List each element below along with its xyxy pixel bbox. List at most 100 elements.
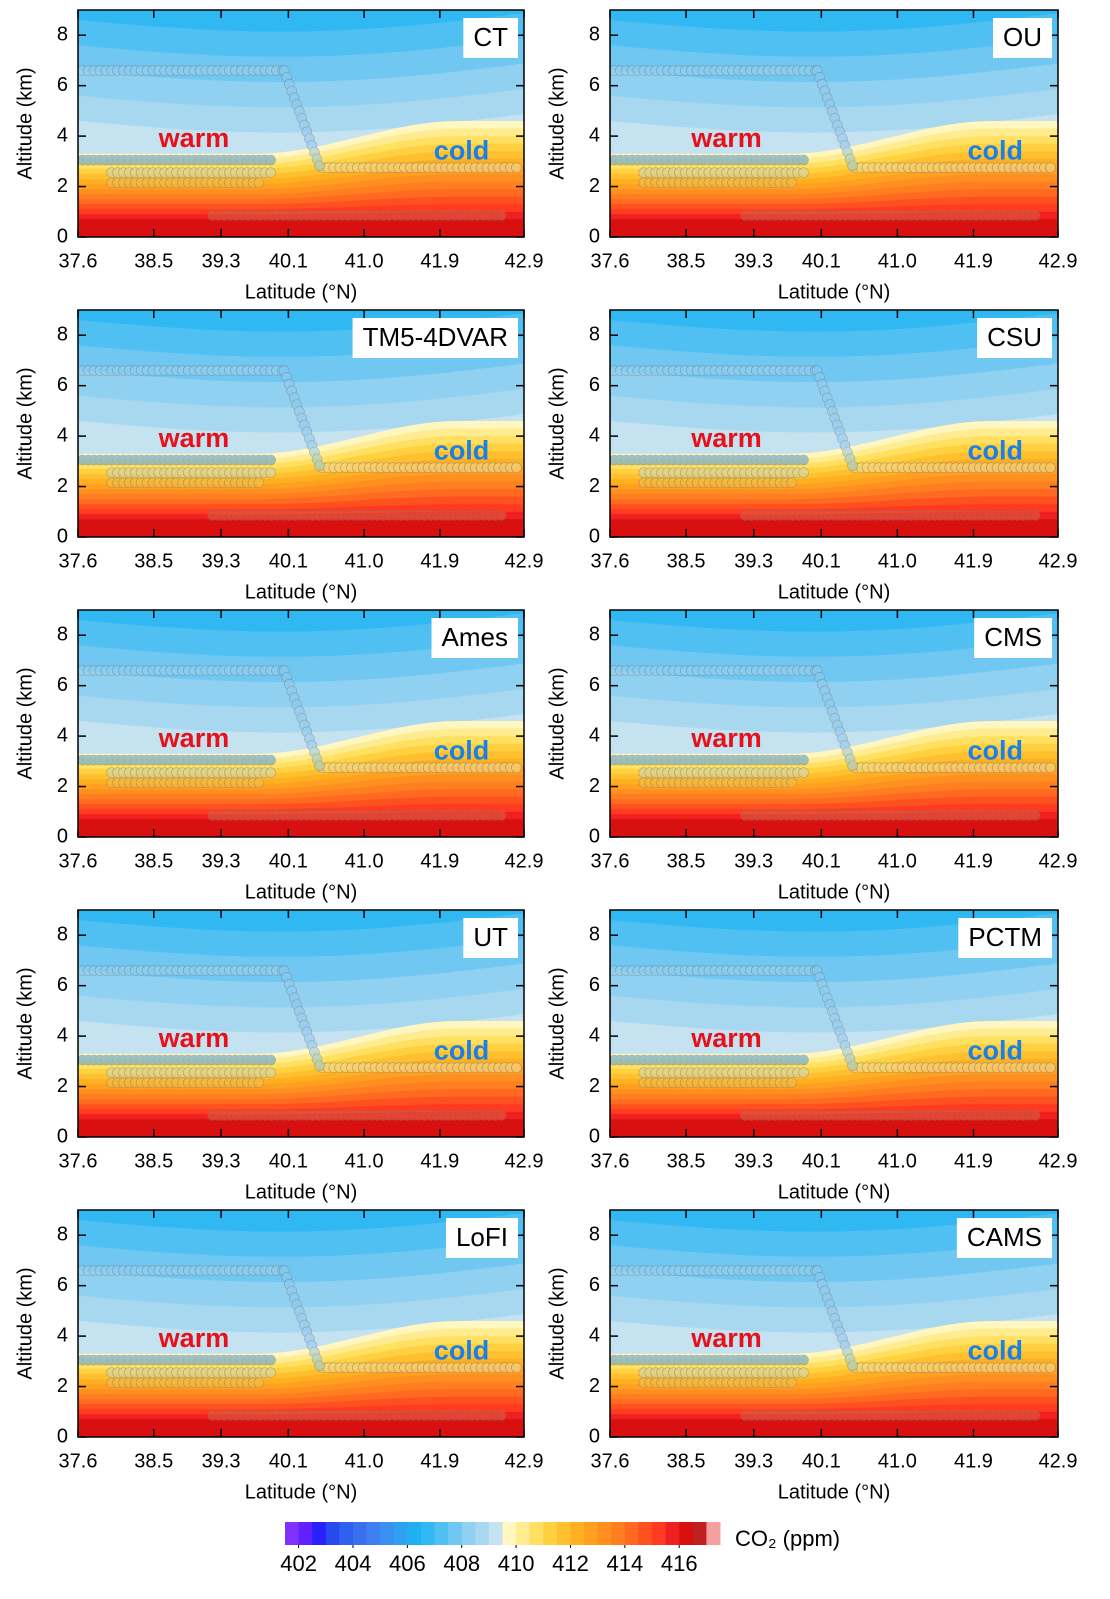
x-tick-label: 40.1 xyxy=(802,850,841,872)
y-tick-label: 8 xyxy=(57,324,68,346)
panel-title-box xyxy=(958,918,1052,958)
annotation-cold: cold xyxy=(434,1336,490,1366)
flight-track xyxy=(610,65,1056,221)
y-tick-label: 8 xyxy=(57,624,68,646)
annotation-warm: warm xyxy=(158,1023,230,1053)
colorbar-swatch xyxy=(652,1522,667,1545)
y-axis-label: Altitude (km) xyxy=(14,667,36,779)
y-axis-label: Altitude (km) xyxy=(546,367,568,479)
x-tick-label: 38.5 xyxy=(667,250,706,272)
y-tick-label: 6 xyxy=(57,74,68,96)
flight-track xyxy=(610,1265,1056,1421)
y-tick-label: 6 xyxy=(589,974,600,996)
y-tick-label: 0 xyxy=(57,1125,68,1147)
plot-frame xyxy=(77,609,525,838)
y-tick-label: 0 xyxy=(57,225,68,247)
annotation-cold: cold xyxy=(968,736,1024,766)
colorbar-tick-label: 416 xyxy=(661,1551,698,1576)
colorbar-swatch xyxy=(665,1522,680,1545)
panel-title-box xyxy=(352,318,518,358)
plot-frame xyxy=(77,309,525,538)
y-tick-label: 8 xyxy=(57,24,68,46)
panel-title-box xyxy=(974,618,1052,658)
x-tick-label: 38.5 xyxy=(667,550,706,572)
flight-track xyxy=(78,665,522,821)
panel-title: LoFI xyxy=(456,1222,508,1252)
panel: 0 2 4 6 8 37.6 38.5 39.3 40.1 41.0 41.9 42.9 Latitud… xyxy=(546,1209,1077,1503)
colorbar-swatch xyxy=(298,1522,313,1545)
colorbar-swatch xyxy=(407,1522,422,1545)
y-axis-label: Altitude (km) xyxy=(14,367,36,479)
x-tick-label: 41.0 xyxy=(878,1150,917,1172)
y-tick-label: 8 xyxy=(589,324,600,346)
y-axis-label: Altitude (km) xyxy=(546,67,568,179)
x-axis-label: Latitude (°N) xyxy=(778,281,891,303)
annotation-warm: warm xyxy=(158,1323,230,1353)
annotation-cold: cold xyxy=(434,1036,490,1066)
y-axis-label: Altitude (km) xyxy=(546,667,568,779)
y-tick-label: 6 xyxy=(589,1274,600,1296)
x-tick-label: 42.9 xyxy=(1039,1150,1078,1172)
annotation-warm: warm xyxy=(690,423,762,453)
panel-title-box xyxy=(431,618,518,658)
y-tick-label: 8 xyxy=(589,1224,600,1246)
x-tick-label: 40.1 xyxy=(269,1150,308,1172)
x-tick-label: 40.1 xyxy=(802,1450,841,1472)
colorbar-swatch xyxy=(529,1522,544,1545)
x-tick-label: 41.9 xyxy=(420,250,459,272)
x-tick-label: 41.9 xyxy=(954,1450,993,1472)
y-axis-label: Altitude (km) xyxy=(546,1267,568,1379)
y-tick-label: 0 xyxy=(57,1425,68,1447)
x-tick-label: 42.9 xyxy=(1039,250,1078,272)
colorbar-tick-label: 406 xyxy=(389,1551,426,1576)
x-tick-label: 40.1 xyxy=(269,250,308,272)
plot-frame xyxy=(77,909,525,1138)
x-tick-label: 41.0 xyxy=(878,250,917,272)
panel: 0 2 4 6 8 37.6 38.5 39.3 40.1 41.0 41.9 42.9 Latitud… xyxy=(14,909,543,1203)
panel: 0 2 4 6 8 37.6 38.5 39.3 40.1 41.0 41.9 42.9 Latitud… xyxy=(14,1209,543,1503)
panel-title-box xyxy=(993,18,1052,58)
y-tick-label: 6 xyxy=(57,374,68,396)
colorbar-swatch xyxy=(584,1522,599,1545)
y-tick-label: 2 xyxy=(57,775,68,797)
colorbar-swatch xyxy=(420,1522,436,1545)
colorbar-swatch xyxy=(488,1522,503,1545)
y-tick-label: 4 xyxy=(57,1324,68,1346)
y-tick-label: 2 xyxy=(589,1075,600,1097)
colorbar-swatch xyxy=(611,1522,626,1545)
colorbar-swatch xyxy=(461,1522,476,1545)
panel-title: CAMS xyxy=(967,1222,1042,1252)
panel: 0 2 4 6 8 37.6 38.5 39.3 40.1 41.0 41.9 42.9 Latitud… xyxy=(546,609,1077,903)
x-tick-label: 41.9 xyxy=(954,1150,993,1172)
colorbar-swatch xyxy=(638,1522,653,1545)
panel-title: CT xyxy=(473,22,508,52)
x-axis-label: Latitude (°N) xyxy=(778,581,891,603)
x-tick-label: 41.0 xyxy=(878,850,917,872)
x-tick-label: 38.5 xyxy=(134,550,173,572)
panel-title-box xyxy=(463,18,518,58)
x-tick-label: 38.5 xyxy=(134,250,173,272)
flight-track xyxy=(610,965,1056,1121)
x-tick-label: 37.6 xyxy=(591,1450,630,1472)
y-axis-label: Altitude (km) xyxy=(546,967,568,1079)
x-tick-label: 40.1 xyxy=(802,250,841,272)
colorbar-swatch xyxy=(543,1522,558,1545)
flight-track xyxy=(78,365,522,521)
panel-title-box xyxy=(445,1218,518,1258)
panel: 0 2 4 6 8 37.6 38.5 39.3 40.1 41.0 41.9 42.9 Latitud… xyxy=(14,309,543,603)
x-tick-label: 39.3 xyxy=(202,1150,241,1172)
annotation-warm: warm xyxy=(690,1023,762,1053)
colorbar-swatch xyxy=(366,1522,381,1545)
colorbar-swatch xyxy=(624,1522,639,1545)
x-tick-label: 41.0 xyxy=(878,550,917,572)
plot-frame xyxy=(77,1209,525,1438)
y-axis-label: Altitude (km) xyxy=(14,1267,36,1379)
x-tick-label: 38.5 xyxy=(667,1150,706,1172)
annotation-cold: cold xyxy=(968,1336,1024,1366)
x-axis-label: Latitude (°N) xyxy=(778,1181,891,1203)
y-tick-label: 2 xyxy=(57,1075,68,1097)
y-tick-label: 4 xyxy=(57,424,68,446)
annotation-warm: warm xyxy=(158,723,230,753)
panel-title-box xyxy=(463,918,518,958)
